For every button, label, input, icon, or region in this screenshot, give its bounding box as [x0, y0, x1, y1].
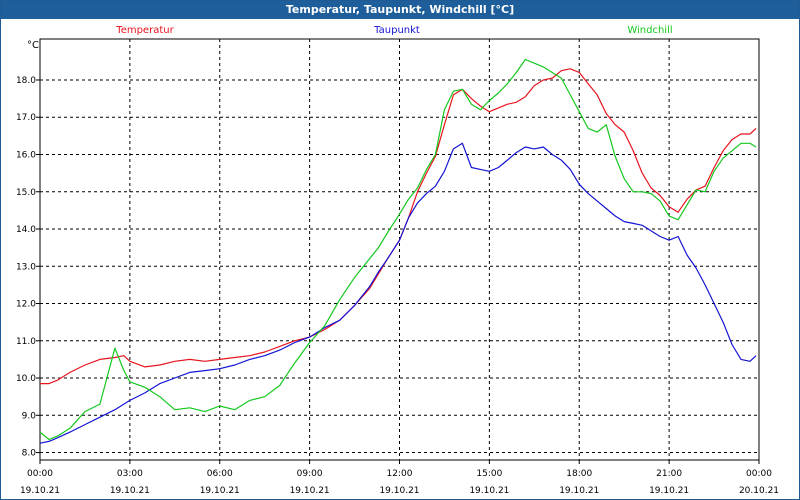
y-tick-label: 9.0: [22, 411, 37, 421]
x-tick-time-label: 15:00: [476, 469, 502, 479]
x-tick-date-label: 19.10.21: [379, 486, 419, 496]
x-tick-date-label: 19.10.21: [110, 486, 150, 496]
y-tick-label: 17.0: [16, 113, 36, 123]
y-tick-label: 8.0: [22, 449, 37, 459]
y-axis-unit-label: °C: [27, 40, 39, 51]
x-tick-date-label: 19.10.21: [469, 486, 509, 496]
x-tick-date-label: 19.10.21: [200, 486, 240, 496]
y-tick-label: 16.0: [16, 150, 36, 160]
x-tick-time-label: 00:00: [746, 469, 772, 479]
x-tick-time-label: 06:00: [207, 469, 233, 479]
series-line-taupunkt: [39, 142, 757, 444]
series-line-windchill: [39, 58, 757, 441]
x-tick-time-label: 12:00: [387, 469, 413, 479]
x-tick-time-label: 03:00: [117, 469, 143, 479]
x-tick-time-label: 21:00: [656, 469, 682, 479]
chart-title: Temperatur, Taupunkt, Windchill [°C]: [1, 1, 799, 19]
x-tick-time-label: 00:00: [27, 469, 53, 479]
y-tick-label: 15.0: [16, 188, 36, 198]
y-tick-label: 12.0: [16, 300, 36, 310]
y-tick-label: 18.0: [16, 76, 36, 86]
x-tick-time-label: 18:00: [566, 469, 592, 479]
x-tick-date-label: 19.10.21: [290, 486, 330, 496]
y-tick-label: 10.0: [16, 374, 36, 384]
y-tick-label: 13.0: [16, 262, 36, 272]
legend-label-taupunkt: Taupunkt: [373, 25, 420, 36]
x-tick-date-label: 20.10.21: [739, 486, 779, 496]
y-tick-label: 11.0: [16, 337, 36, 347]
series-line-temperatur: [40, 68, 757, 385]
x-tick-date-label: 19.10.21: [649, 486, 689, 496]
x-tick-time-label: 09:00: [297, 469, 323, 479]
legend-label-temperatur: Temperatur: [115, 25, 174, 36]
y-tick-label: 14.0: [16, 225, 36, 235]
legend-label-windchill: Windchill: [627, 25, 672, 36]
x-tick-date-label: 19.10.21: [559, 486, 599, 496]
x-tick-date-label: 19.10.21: [20, 486, 60, 496]
